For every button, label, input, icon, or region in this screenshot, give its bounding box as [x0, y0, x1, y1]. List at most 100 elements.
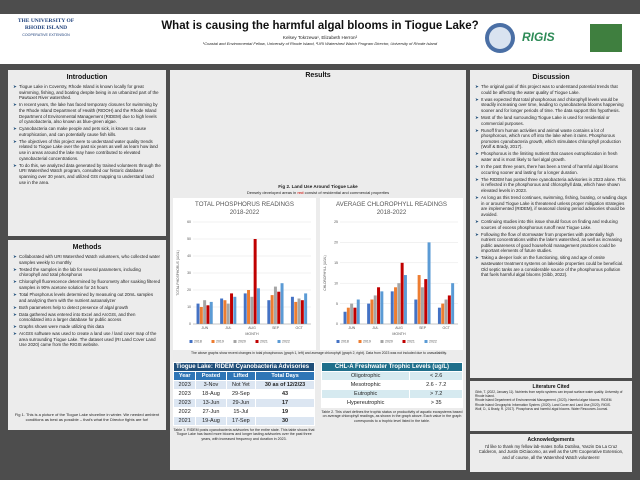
- legend-swatch: [358, 340, 362, 343]
- logo-text: THE UNIVERSITY OF RHODE ISLAND: [17, 18, 75, 31]
- bar: [420, 287, 424, 324]
- reference: Gibb, T. (2022, January 11). Nutrients f…: [475, 390, 623, 398]
- bullet: As long as this trend continues, swimmin…: [475, 195, 627, 218]
- bar: [199, 307, 203, 324]
- bullet: Chlorophyll fluorescence determined by f…: [13, 279, 161, 290]
- map-caption-text: Densely developed areas in: [246, 189, 298, 195]
- bullet-list: Collaborated with URI Watershed Watch vo…: [13, 254, 161, 348]
- partner-badge: [590, 24, 622, 52]
- partner-logo: RIGIS: [522, 30, 555, 44]
- x-tick-label: JUL: [372, 326, 378, 330]
- discussion-panel: Discussion The original goal of this pro…: [470, 70, 632, 378]
- bar: [367, 303, 371, 324]
- bar: [206, 305, 210, 324]
- bar: [247, 290, 251, 324]
- chart-title: AVERAGE CHLOROPHYLL READINGS: [336, 201, 447, 208]
- bar: [300, 300, 304, 324]
- advisory-table: Tiogue Lake: RIDEM Cyanobacteria Advisor…: [172, 362, 315, 426]
- bar: [414, 299, 418, 324]
- x-tick-label: AUG: [395, 326, 403, 330]
- bar: [403, 275, 407, 324]
- x-tick-label: SEP: [419, 326, 427, 330]
- y-axis-label: TOTAL PHOSPHORUS (UG/L): [176, 250, 180, 295]
- legend-label: 2021: [407, 340, 415, 344]
- map-caption-title: Fig 2. Land Use Around Tiogue Lake: [278, 184, 358, 189]
- bullet: ArcGIS software was used to create a lan…: [13, 331, 161, 348]
- legend-swatch: [424, 340, 428, 343]
- bar: [243, 293, 247, 324]
- bullet: Collaborated with URI Watershed Watch vo…: [13, 254, 161, 265]
- bar: [277, 291, 281, 324]
- bar: [256, 288, 260, 324]
- reference: Wolf, D., & Brady, R. (2017). Phosphorus…: [475, 407, 608, 412]
- bar: [220, 298, 224, 324]
- x-tick-label: JUL: [225, 326, 231, 330]
- y-tick-label: 5: [336, 302, 338, 306]
- legend-label: 2019: [216, 340, 224, 344]
- logo-subtext: COOPERATIVE EXTENSION: [22, 33, 70, 38]
- bar: [427, 242, 431, 324]
- y-tick-label: 25: [334, 220, 338, 224]
- bullet-list: Tiogue Lake in Coventry, Rhode Island is…: [13, 84, 161, 185]
- legend-label: 2020: [385, 340, 393, 344]
- table-header-row: Year Posted Lifted Total Days: [172, 371, 315, 381]
- bullet: Graphs shown were made utilizing this da…: [13, 324, 161, 330]
- bar: [290, 296, 294, 324]
- photo-caption: Fig 1. This is a picture of the Tiogue L…: [14, 412, 160, 422]
- bullet: Following the flow of stormwater from pr…: [475, 232, 627, 255]
- authors: Kelsey Tokrzewa¹, Elizabeth Herron²: [282, 35, 358, 40]
- legend-label: 2018: [194, 340, 202, 344]
- bar: [400, 262, 404, 324]
- bar: [203, 300, 207, 324]
- legend-swatch: [336, 340, 340, 343]
- bar: [270, 295, 274, 324]
- y-tick-label: 20: [334, 241, 338, 245]
- bar: [297, 298, 301, 324]
- legend-label: 2022: [429, 340, 437, 344]
- x-tick-label: JUN: [201, 326, 208, 330]
- legend-swatch: [189, 340, 193, 343]
- charts-caption: The above graphs show recent changes in …: [191, 351, 447, 355]
- bar: [294, 301, 298, 324]
- bullet: Tiogue Lake in Coventry, Rhode Island is…: [13, 84, 161, 101]
- map-caption-red: red: [297, 189, 304, 195]
- bar: [223, 300, 227, 324]
- legend-swatch: [402, 340, 406, 343]
- legend-label: 2021: [260, 340, 268, 344]
- y-tick-label: 15: [334, 261, 338, 265]
- title-block: What is causing the harmful algal blooms…: [150, 20, 490, 46]
- bullet: The RIDEM has posted three cyanobacteria…: [475, 177, 627, 194]
- table-cell: Hypereutrophic: [320, 398, 411, 408]
- y-tick-label: 30: [187, 271, 191, 275]
- bar: [209, 301, 213, 324]
- bullet: Taking a deeper look on the functioning,…: [475, 255, 627, 278]
- bar: [353, 307, 357, 324]
- bullet: Total Phosphorus levels determined by me…: [13, 292, 161, 303]
- map-caption-text: consist of residential and commercial pr…: [303, 189, 390, 195]
- bar: [424, 279, 428, 324]
- bar: [346, 307, 350, 324]
- y-tick-label: 10: [187, 305, 191, 309]
- legend-label: 2022: [282, 340, 290, 344]
- trophic-table: CHL-A Freshwater Trophic Levels (ug/L) Ol…: [320, 362, 463, 408]
- bar: [441, 303, 445, 324]
- header-band: [0, 14, 640, 64]
- bar: [417, 275, 421, 324]
- bar: [394, 287, 398, 324]
- y-tick-label: 40: [187, 254, 191, 258]
- bullet: Cyanobacteria can make people and pets s…: [13, 126, 161, 137]
- chart-subtitle: 2018-2022: [377, 209, 407, 216]
- table-caption: Table 1. RIDEM posts cyanobacteria advis…: [173, 428, 315, 441]
- bar: [451, 283, 455, 324]
- bar: [230, 293, 234, 324]
- bar: [273, 286, 277, 324]
- bar: [253, 239, 257, 324]
- section-heading: Results: [305, 72, 331, 79]
- acknowledgements-panel: Acknowledgements I'd like to thank my fe…: [470, 434, 632, 472]
- bar: [373, 295, 377, 324]
- y-tick-label: 0: [189, 322, 191, 326]
- y-tick-label: 10: [334, 281, 338, 285]
- advisory-table-box: Tiogue Lake: RIDEM Cyanobacteria Advisor…: [172, 362, 315, 441]
- x-tick-label: AUG: [248, 326, 256, 330]
